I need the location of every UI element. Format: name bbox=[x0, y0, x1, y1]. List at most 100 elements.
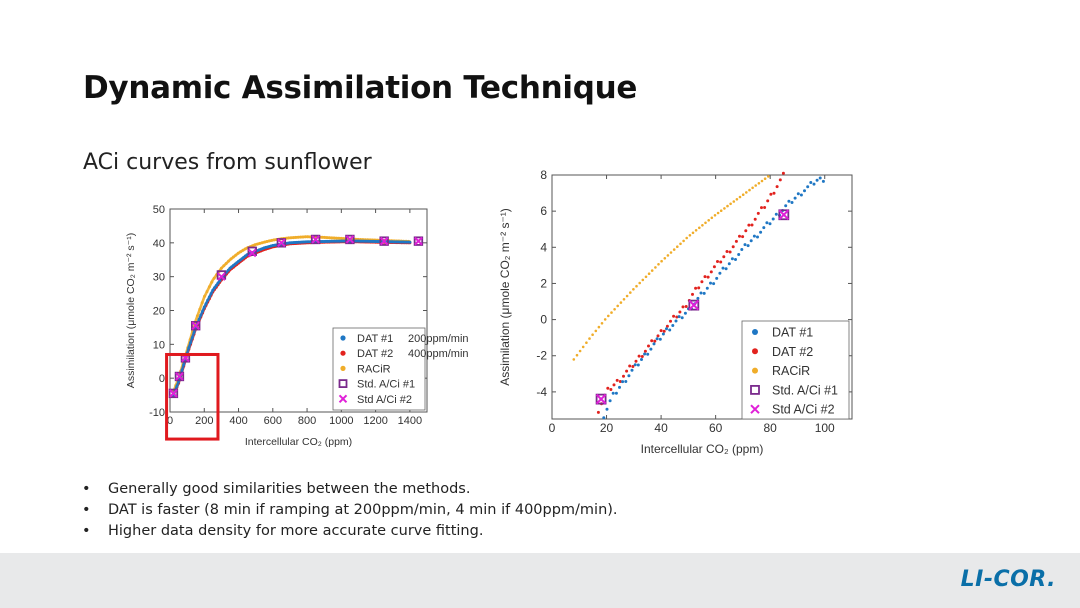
data-point bbox=[681, 305, 685, 309]
aci-full-range-chart: 0 200 400 600 800 1000 1200 1400-1001020304050I… bbox=[125, 204, 469, 448]
slide-title: Dynamic Assimilation Technique bbox=[83, 70, 638, 106]
data-point bbox=[745, 191, 748, 194]
data-point bbox=[762, 226, 766, 230]
series-std2 bbox=[169, 235, 423, 398]
legend-marker-std1 bbox=[338, 379, 348, 389]
data-point bbox=[728, 250, 732, 254]
data-point bbox=[198, 307, 202, 311]
data-point bbox=[703, 275, 707, 279]
data-point bbox=[784, 204, 788, 208]
data-point bbox=[195, 314, 199, 318]
x-tick-label: 40 bbox=[654, 421, 668, 435]
data-point bbox=[192, 331, 196, 334]
data-point bbox=[763, 206, 767, 209]
y-tick-label: 4 bbox=[540, 240, 547, 254]
y-tick-label: 10 bbox=[153, 339, 165, 351]
std1-marker bbox=[310, 234, 321, 245]
data-point bbox=[702, 291, 706, 295]
data-point bbox=[721, 266, 725, 270]
data-point bbox=[226, 268, 230, 272]
data-point bbox=[203, 294, 207, 298]
legend-box bbox=[741, 320, 850, 420]
data-point bbox=[303, 235, 307, 239]
x-tick-label: 100 bbox=[815, 421, 835, 435]
y-tick-label: 2 bbox=[540, 276, 547, 290]
data-point bbox=[818, 176, 822, 180]
data-point bbox=[723, 207, 726, 210]
std2-marker bbox=[688, 299, 700, 311]
std1-marker bbox=[168, 388, 179, 399]
legend-marker-racir bbox=[340, 365, 346, 371]
std2-marker bbox=[191, 321, 200, 330]
data-point bbox=[700, 280, 704, 284]
data-point bbox=[663, 257, 667, 260]
std2-marker bbox=[217, 272, 226, 281]
data-point bbox=[685, 236, 688, 240]
data-point bbox=[618, 385, 621, 389]
data-point bbox=[588, 337, 591, 340]
data-point bbox=[709, 281, 712, 285]
data-point bbox=[669, 319, 672, 323]
data-point bbox=[698, 226, 701, 230]
x-tick-label: 1200 bbox=[363, 415, 387, 427]
data-point bbox=[596, 410, 600, 414]
legend-label: Std A/Ci #2 bbox=[357, 394, 412, 406]
data-point bbox=[674, 319, 678, 323]
data-point bbox=[644, 275, 648, 279]
std2-marker bbox=[379, 236, 389, 246]
data-point bbox=[618, 380, 622, 383]
data-point bbox=[669, 251, 673, 254]
y-tick-label: -4 bbox=[536, 385, 547, 399]
data-point bbox=[812, 182, 816, 186]
x-axis-label: Intercellular CO₂ (ppm) bbox=[641, 442, 764, 456]
data-point bbox=[202, 305, 206, 309]
data-point bbox=[633, 363, 637, 367]
data-point bbox=[255, 242, 259, 246]
data-point bbox=[636, 363, 640, 367]
x-tick-label: 20 bbox=[600, 421, 614, 435]
data-point bbox=[597, 325, 601, 329]
data-point bbox=[724, 267, 728, 271]
data-point bbox=[251, 244, 255, 248]
data-point bbox=[591, 333, 594, 336]
data-point bbox=[263, 240, 267, 244]
data-point bbox=[199, 313, 203, 317]
bullet-dot-icon: • bbox=[82, 481, 91, 497]
data-point bbox=[666, 254, 670, 257]
y-tick-label: 0 bbox=[159, 373, 165, 385]
x-tick-label: 60 bbox=[709, 421, 723, 435]
data-point bbox=[665, 324, 669, 328]
y-tick-label: -10 bbox=[149, 407, 165, 419]
x-tick-label: 800 bbox=[298, 415, 316, 427]
data-point bbox=[799, 193, 803, 197]
legend-box bbox=[332, 327, 426, 411]
y-tick-label: -2 bbox=[536, 349, 547, 363]
legend-label: DAT #1 bbox=[772, 326, 813, 340]
y-axis: -4 -2 0 2 4 6 8 bbox=[536, 168, 852, 399]
data-point bbox=[575, 353, 579, 357]
data-point bbox=[615, 378, 619, 382]
legend-marker-dat2 bbox=[752, 348, 758, 355]
data-point bbox=[712, 282, 716, 286]
data-point bbox=[677, 315, 681, 319]
data-point bbox=[750, 223, 754, 227]
data-point bbox=[287, 236, 291, 240]
data-point bbox=[701, 224, 704, 227]
data-point bbox=[628, 364, 632, 368]
data-point bbox=[676, 245, 679, 248]
std2-marker bbox=[595, 393, 607, 405]
data-point bbox=[659, 329, 663, 333]
bullet-dot-icon: • bbox=[82, 523, 91, 539]
std2-marker bbox=[175, 372, 184, 381]
data-point bbox=[796, 192, 800, 196]
data-point bbox=[765, 221, 769, 225]
x-axis: 0 20 40 60 80 100 bbox=[549, 175, 835, 435]
data-point bbox=[655, 337, 659, 341]
data-point bbox=[809, 181, 813, 184]
data-point bbox=[683, 311, 687, 315]
data-point bbox=[653, 339, 657, 343]
x-axis-label: Intercellular CO₂ (ppm) bbox=[245, 436, 352, 448]
legend: DAT #1 200ppm/min DAT #2 400ppm/min RACiR Std… bbox=[332, 327, 469, 411]
y-tick-label: 0 bbox=[540, 313, 547, 327]
std2-marker bbox=[248, 248, 257, 258]
